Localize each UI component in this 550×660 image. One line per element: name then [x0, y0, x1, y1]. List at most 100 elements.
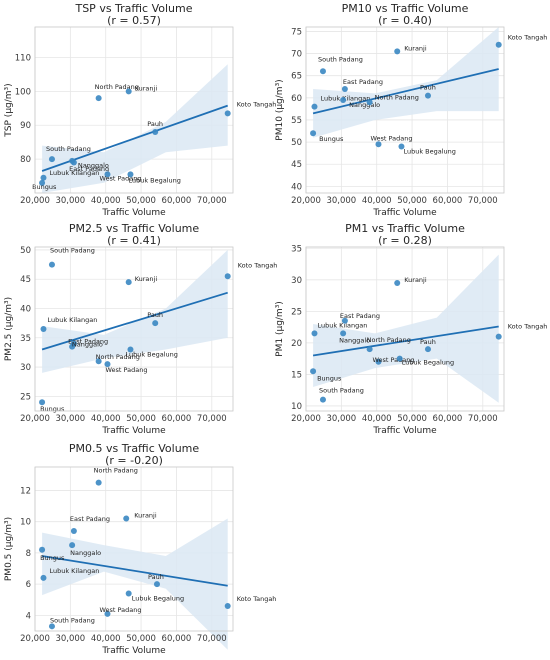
point-label: South Padang [319, 387, 364, 395]
x-tick-label: 70,000 [468, 414, 498, 424]
data-point [127, 346, 134, 353]
data-point [104, 361, 111, 368]
plot-frame [34, 26, 234, 194]
x-axis-label: Traffic Volume [101, 208, 166, 218]
data-point [95, 479, 102, 486]
y-axis-label: PM1 (µg/m³) [275, 301, 285, 357]
y-tick-label: 25 [20, 392, 31, 402]
data-point [341, 317, 348, 324]
y-tick-label: 20 [291, 339, 302, 349]
data-point [224, 110, 231, 117]
chart-subtitle: (r = 0.40) [378, 14, 432, 27]
data-point [95, 358, 102, 365]
point-label: West Padang [105, 366, 147, 374]
y-tick-label: 55 [291, 116, 302, 126]
x-tick-label: 70,000 [197, 414, 227, 424]
data-point [152, 320, 159, 327]
plot-frame [305, 246, 505, 412]
data-point [396, 355, 403, 362]
data-point [70, 528, 77, 535]
x-tick-label: 40,000 [362, 414, 392, 424]
y-axis-label: PM0.5 (µg/m³) [4, 517, 14, 581]
point-label: Nanggalo [72, 341, 103, 349]
y-tick-label: 25 [291, 307, 302, 317]
plot-frame [34, 466, 234, 632]
y-tick-label: 80 [20, 155, 31, 165]
regression-line [41, 555, 228, 587]
data-point [48, 261, 55, 268]
y-tick-label: 90 [20, 121, 31, 131]
x-tick-label: 30,000 [55, 196, 85, 206]
point-label: North Padang [94, 467, 138, 475]
point-label: Koto Tangah [508, 34, 548, 42]
x-axis-label: Traffic Volume [101, 426, 166, 436]
data-point [366, 99, 373, 106]
point-label: North Padang [367, 336, 411, 344]
point-label: Pauh [420, 84, 436, 92]
data-point [40, 326, 47, 332]
chart-title: PM1 vs Traffic Volume [345, 222, 465, 235]
x-tick-label: 40,000 [91, 414, 121, 424]
x-tick-label: 70,000 [197, 196, 227, 206]
y-axis-label: TSP (µg/m³) [4, 83, 14, 137]
y-tick-label: 100 [15, 87, 31, 97]
x-tick-label: 20,000 [291, 414, 321, 424]
x-tick-label: 30,000 [326, 196, 356, 206]
point-label: West Padang [99, 174, 141, 182]
point-label: Koto Tangah [238, 261, 278, 269]
data-point [125, 279, 132, 286]
point-label: Lubuk Kilangan [317, 321, 367, 329]
data-point [375, 141, 382, 148]
y-tick-label: 45 [291, 160, 302, 170]
y-tick-label: 40 [20, 305, 31, 315]
data-point [424, 346, 431, 353]
data-point [224, 273, 231, 280]
data-point [123, 515, 130, 522]
y-tick-label: 12 [20, 486, 31, 496]
point-label: Kuranji [134, 512, 157, 520]
data-point [424, 92, 431, 99]
point-label: West Padang [370, 134, 412, 142]
data-point [40, 174, 47, 181]
y-tick-label: 45 [20, 275, 31, 285]
chart-panel-1: Bungus Lubuk Kilangan South Padang East Pad… [4, 2, 276, 218]
data-point [341, 85, 348, 92]
x-tick-label: 40,000 [91, 634, 121, 644]
chart-subtitle: (r = -0.20) [105, 454, 163, 467]
data-point [311, 103, 318, 110]
x-tick-label: 50,000 [126, 196, 156, 206]
point-label: West Padang [372, 356, 414, 364]
point-label: Pauh [148, 573, 164, 581]
y-tick-label: 70 [291, 50, 302, 60]
point-label: Nanggalo [339, 336, 370, 344]
data-point [366, 346, 373, 353]
point-label: East Padang [70, 515, 110, 523]
y-tick-label: 60 [291, 94, 302, 104]
data-point [48, 156, 55, 163]
chart-title: PM2.5 vs Traffic Volume [69, 222, 200, 235]
y-tick-label: 30 [20, 363, 31, 373]
y-tick-label: 35 [291, 244, 302, 254]
point-label: Nanggalo [70, 549, 101, 557]
point-label: Lubuk Begalung [132, 595, 184, 603]
x-tick-label: 40,000 [362, 196, 392, 206]
data-point [104, 610, 111, 617]
point-label: Pauh [147, 120, 163, 128]
point-label: Bungus [32, 183, 57, 191]
confidence-band [313, 254, 499, 403]
y-tick-label: 10 [291, 402, 302, 412]
plot-frame [34, 246, 234, 412]
x-tick-label: 60,000 [162, 196, 192, 206]
confidence-band [42, 64, 228, 193]
point-label: South Padang [50, 616, 95, 624]
data-point [95, 95, 102, 102]
x-tick-label: 50,000 [126, 414, 156, 424]
point-label: Bungus [40, 405, 65, 413]
data-point [224, 603, 231, 610]
point-label: West Padang [99, 606, 141, 614]
point-label: East Padang [340, 312, 380, 320]
chart-panel-4: Bungus Lubuk Kilangan South Padang East Pad… [275, 222, 547, 436]
point-label: Lubuk Begalung [125, 351, 177, 359]
data-point [375, 358, 382, 365]
